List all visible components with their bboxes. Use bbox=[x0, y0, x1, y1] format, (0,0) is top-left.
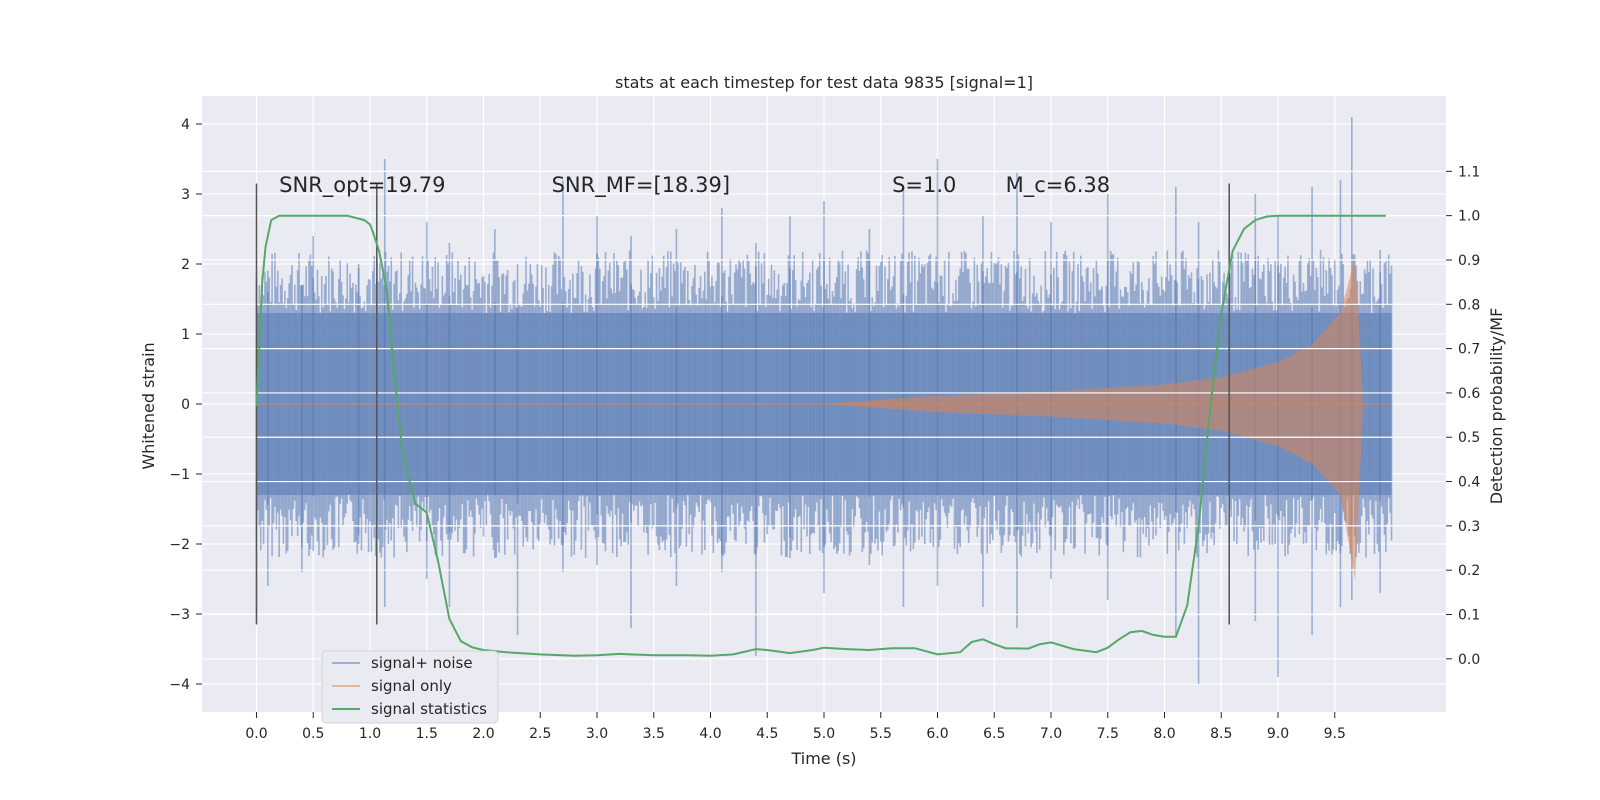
x-tick-label: 6.0 bbox=[926, 726, 948, 742]
x-tick-label: 4.5 bbox=[756, 726, 778, 742]
chart-annotations: SNR_opt=19.79 SNR_MF=[18.39] S=1.0 M_c=6.38 bbox=[279, 173, 1110, 198]
signal-statistics-line bbox=[255, 214, 1386, 657]
x-tick-label: 9.5 bbox=[1324, 726, 1346, 742]
x-tick-label: 9.0 bbox=[1267, 726, 1289, 742]
annotation-text: SNR_MF=[18.39] bbox=[552, 173, 730, 198]
x-tick-label: 1.0 bbox=[359, 726, 381, 742]
right-tick-label: 0.5 bbox=[1458, 430, 1480, 446]
y-tick-label: −1 bbox=[169, 467, 190, 483]
right-axis-ticks: 1.1 1.0 0.9 0.8 0.7 0.6 0.5 0.4 0.3 0.2 0.1 0.0 bbox=[1446, 164, 1480, 668]
signal-only-series bbox=[256, 257, 1392, 581]
legend-label-statistics: signal statistics bbox=[371, 700, 487, 718]
x-axis-label: Time (s) bbox=[790, 749, 856, 768]
x-tick-label: 8.5 bbox=[1210, 726, 1232, 742]
y-axis-label: Whitened strain bbox=[139, 342, 158, 469]
legend-box bbox=[321, 650, 499, 724]
legend: signal+ noise signal only signal statist… bbox=[321, 650, 499, 724]
right-tick-label: 0.2 bbox=[1458, 563, 1480, 579]
y-tick-label: 2 bbox=[181, 257, 190, 273]
x-tick-label: 1.5 bbox=[416, 726, 438, 742]
right-tick-label: 0.1 bbox=[1458, 608, 1480, 624]
y-tick-label: 0 bbox=[181, 397, 190, 413]
chart-title: stats at each timestep for test data 983… bbox=[615, 73, 1033, 92]
x-tick-label: 7.0 bbox=[1040, 726, 1062, 742]
y-axis-ticks: 4 3 2 1 0 −1 −2 −3 −4 bbox=[169, 117, 202, 693]
right-tick-label: 0.8 bbox=[1458, 297, 1480, 313]
right-tick-label: 1.1 bbox=[1458, 164, 1480, 180]
right-tick-label: 0.0 bbox=[1458, 652, 1480, 668]
legend-label-signal: signal only bbox=[371, 677, 452, 695]
x-tick-label: 5.0 bbox=[813, 726, 835, 742]
x-tick-label: 5.5 bbox=[870, 726, 892, 742]
y-tick-label: 4 bbox=[181, 117, 190, 133]
right-tick-label: 0.7 bbox=[1458, 342, 1480, 358]
legend-label-noise: signal+ noise bbox=[371, 654, 473, 672]
annotation-text: S=1.0 bbox=[892, 173, 956, 197]
x-tick-label: 2.0 bbox=[472, 726, 494, 742]
signal-envelope bbox=[824, 257, 1364, 581]
x-tick-label: 6.5 bbox=[983, 726, 1005, 742]
x-tick-label: 0.5 bbox=[302, 726, 324, 742]
x-tick-label: 3.5 bbox=[643, 726, 665, 742]
x-tick-label: 2.5 bbox=[529, 726, 551, 742]
right-axis-label: Detection probability/MF bbox=[1487, 308, 1506, 505]
right-tick-label: 0.3 bbox=[1458, 519, 1480, 535]
right-tick-label: 0.4 bbox=[1458, 475, 1480, 491]
right-tick-label: 1.0 bbox=[1458, 209, 1480, 225]
x-axis-ticks: 0.0 0.5 1.0 1.5 2.0 2.5 3.0 3.5 4.0 4.5 5.0 5.5 6.0 6… bbox=[245, 712, 1346, 742]
x-tick-label: 3.0 bbox=[586, 726, 608, 742]
x-tick-label: 8.0 bbox=[1153, 726, 1175, 742]
y-tick-label: −2 bbox=[169, 537, 190, 553]
annotation-text: SNR_opt=19.79 bbox=[279, 173, 445, 198]
right-tick-label: 0.6 bbox=[1458, 386, 1480, 402]
right-tick-label: 0.9 bbox=[1458, 253, 1480, 269]
y-tick-label: 1 bbox=[181, 327, 190, 343]
y-tick-label: 3 bbox=[181, 187, 190, 203]
x-tick-label: 4.0 bbox=[699, 726, 721, 742]
y-tick-label: −4 bbox=[169, 677, 190, 693]
x-tick-label: 0.0 bbox=[245, 726, 267, 742]
x-tick-label: 7.5 bbox=[1097, 726, 1119, 742]
annotation-text: M_c=6.38 bbox=[1006, 173, 1111, 198]
y-tick-label: −3 bbox=[169, 607, 190, 623]
